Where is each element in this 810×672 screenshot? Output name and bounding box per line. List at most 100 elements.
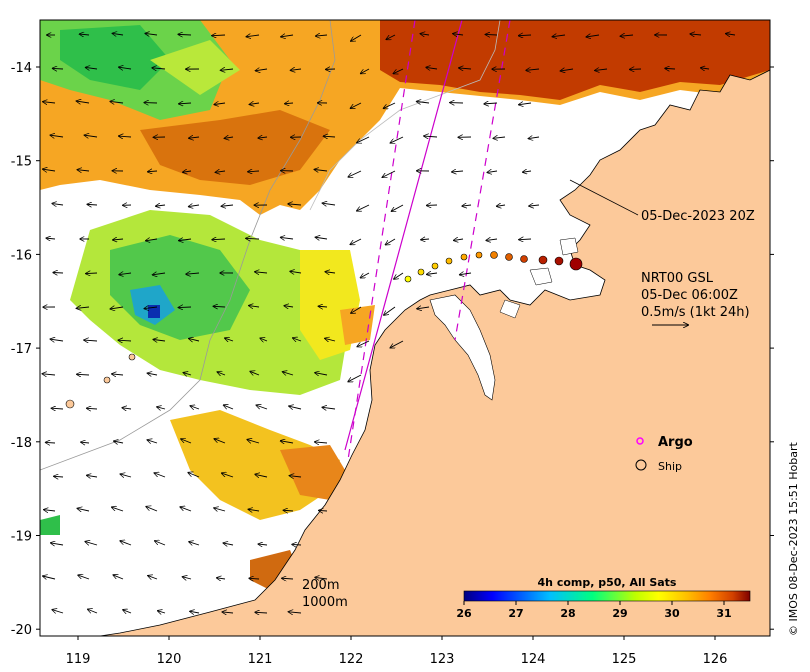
x-tick-label: 119 bbox=[66, 652, 91, 667]
current-vector bbox=[212, 239, 226, 240]
current-vector bbox=[46, 238, 56, 239]
current-vector bbox=[120, 474, 132, 477]
current-vector bbox=[77, 170, 90, 171]
legend-ship-label: Ship bbox=[658, 460, 682, 473]
island bbox=[128, 353, 136, 361]
current-vector bbox=[424, 136, 438, 137]
track-lines bbox=[344, 20, 511, 461]
current-vector bbox=[78, 575, 90, 580]
x-tick-label: 123 bbox=[430, 652, 455, 667]
current-vector bbox=[112, 507, 124, 512]
current-vector bbox=[386, 238, 396, 245]
current-vector bbox=[452, 171, 464, 172]
current-vector bbox=[348, 374, 362, 382]
colorbar-tick-label: 26 bbox=[456, 607, 472, 620]
current-vector bbox=[146, 507, 158, 512]
current-vector bbox=[50, 339, 64, 341]
current-vector bbox=[357, 136, 370, 143]
current-vector bbox=[154, 473, 166, 478]
current-vector bbox=[110, 307, 124, 309]
current-vector bbox=[178, 34, 192, 35]
current-vector bbox=[726, 34, 736, 35]
current-vector bbox=[120, 541, 132, 546]
colorbar-tick-label: 31 bbox=[716, 607, 731, 620]
current-vector bbox=[87, 475, 98, 477]
argo-marker-icon bbox=[636, 437, 644, 445]
colorbar-ticks: 26 27 28 29 30 31 bbox=[456, 601, 732, 620]
x-tick-label: 120 bbox=[157, 652, 182, 667]
current-vector bbox=[417, 307, 430, 309]
current-vector bbox=[54, 476, 64, 477]
current-vector bbox=[325, 272, 336, 273]
x-tick-label: 122 bbox=[339, 652, 364, 667]
current-vector bbox=[148, 576, 158, 579]
current-vector bbox=[43, 169, 56, 171]
current-vector bbox=[285, 103, 294, 104]
current-vector bbox=[152, 68, 166, 69]
colorbar bbox=[463, 590, 751, 602]
ship-marker-icon bbox=[635, 459, 647, 471]
current-vector bbox=[260, 338, 268, 341]
island bbox=[65, 399, 75, 409]
current-vector bbox=[665, 68, 676, 69]
current-vector bbox=[357, 204, 370, 211]
current-vector bbox=[417, 102, 430, 103]
current-vector bbox=[43, 102, 56, 103]
current-vector bbox=[292, 544, 302, 545]
current-vector bbox=[529, 205, 540, 206]
current-vector bbox=[291, 69, 302, 70]
current-vector bbox=[255, 612, 268, 613]
current-vector bbox=[179, 307, 192, 308]
current-vector bbox=[256, 405, 268, 410]
current-vector bbox=[324, 136, 336, 137]
current-vector bbox=[319, 306, 328, 307]
current-vector bbox=[113, 33, 124, 35]
current-vector bbox=[43, 576, 56, 579]
current-title: NRT00 GSL bbox=[641, 271, 714, 286]
current-vector bbox=[421, 239, 430, 240]
current-vector bbox=[621, 35, 634, 36]
current-vector bbox=[84, 135, 98, 137]
y-tick-label: -20 bbox=[11, 623, 32, 638]
current-vector bbox=[390, 340, 404, 348]
current-vector bbox=[225, 137, 234, 138]
current-vector bbox=[110, 101, 124, 103]
current-vector bbox=[384, 102, 396, 108]
current-vector bbox=[190, 611, 200, 613]
current-vector bbox=[281, 35, 294, 37]
current-vector bbox=[315, 237, 328, 239]
current-vector bbox=[113, 575, 124, 580]
current-vector bbox=[119, 136, 132, 137]
current-vector bbox=[52, 408, 64, 409]
current-vector bbox=[392, 204, 404, 211]
colorbar-tick-label: 27 bbox=[508, 607, 523, 620]
current-vector bbox=[529, 137, 540, 139]
current-vector bbox=[519, 35, 532, 36]
current-vector bbox=[250, 372, 260, 375]
coastal-islands bbox=[499, 237, 579, 319]
current-vector bbox=[453, 34, 464, 35]
current-vector bbox=[701, 68, 710, 69]
current-vector bbox=[77, 307, 90, 308]
current-vector bbox=[690, 34, 702, 35]
current-vector bbox=[255, 474, 268, 477]
current-vector bbox=[88, 609, 98, 613]
current-vector bbox=[78, 508, 90, 511]
current-vector bbox=[290, 476, 302, 477]
current-vector bbox=[246, 238, 260, 239]
current-vector bbox=[250, 103, 260, 104]
current-vector bbox=[80, 34, 90, 35]
current-vector bbox=[123, 610, 132, 613]
current-vector bbox=[146, 239, 158, 241]
x-tick-label: 124 bbox=[521, 652, 546, 667]
current-vector bbox=[523, 171, 532, 172]
current-vector bbox=[189, 339, 200, 341]
current-vector bbox=[427, 273, 438, 274]
current-vector bbox=[281, 237, 294, 239]
current-vector bbox=[51, 543, 64, 545]
current-vector bbox=[86, 67, 98, 69]
island bbox=[103, 376, 111, 384]
current-vector bbox=[118, 340, 132, 341]
current-vector bbox=[314, 169, 328, 171]
